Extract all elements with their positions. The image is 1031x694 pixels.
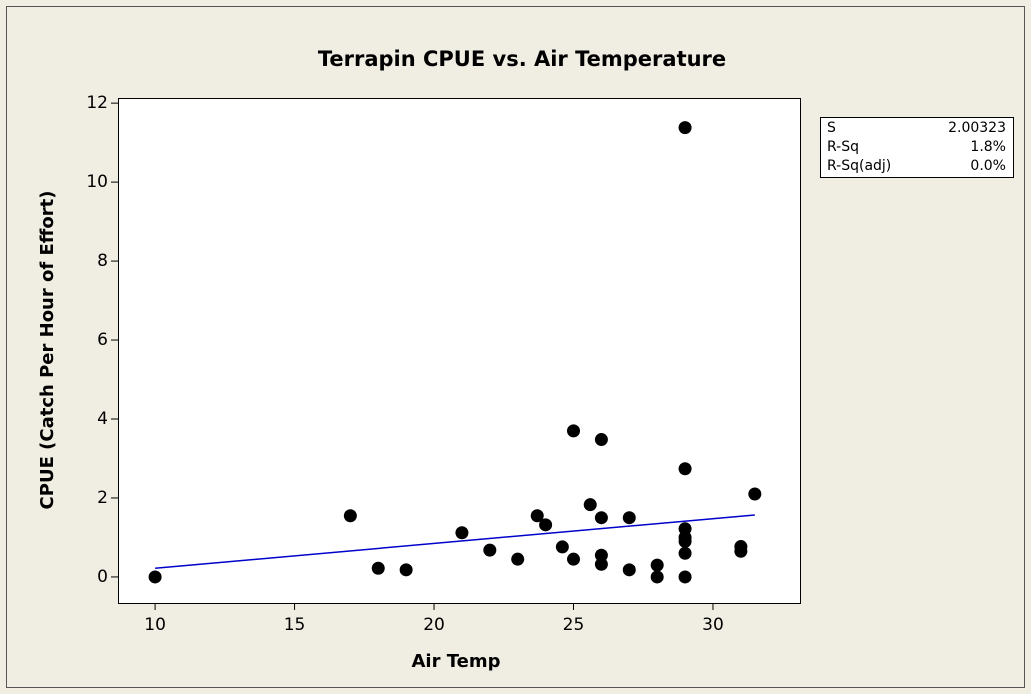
point: [650, 570, 664, 584]
y-tick-label: 12: [86, 93, 108, 113]
x-tick-label: 25: [563, 615, 585, 635]
fit-line: [155, 514, 755, 570]
y-axis-label: CPUE (Catch Per Hour of Effort): [37, 191, 58, 510]
plot-area: [118, 98, 801, 604]
point: [678, 462, 692, 476]
point: [343, 509, 357, 523]
point: [678, 570, 692, 584]
stat-name: S: [827, 120, 836, 136]
y-tick-label: 8: [97, 251, 108, 271]
point: [594, 511, 608, 525]
y-tick-label: 0: [97, 567, 108, 587]
point: [678, 121, 692, 135]
x-tick-label: 20: [423, 615, 445, 635]
point: [622, 511, 636, 525]
point: [455, 526, 469, 540]
point: [371, 561, 385, 575]
point: [567, 552, 581, 566]
y-tick-label: 10: [86, 172, 108, 192]
point: [148, 570, 162, 584]
y-tick-label: 2: [97, 488, 108, 508]
point: [539, 518, 553, 532]
point: [594, 557, 608, 571]
x-tick-label: 10: [144, 615, 166, 635]
stat-value: 1.8%: [970, 139, 1006, 155]
stat-value: 2.00323: [948, 120, 1006, 136]
point: [594, 548, 608, 562]
x-tick-label: 30: [702, 615, 724, 635]
point: [555, 540, 569, 554]
stats-box: [820, 117, 1014, 178]
point: [399, 563, 413, 577]
stat-value: 0.0%: [970, 158, 1006, 174]
point: [734, 544, 748, 558]
y-tick-label: 4: [97, 409, 108, 429]
point: [622, 563, 636, 577]
point: [511, 552, 525, 566]
point: [483, 543, 497, 557]
point: [530, 509, 544, 523]
point: [678, 546, 692, 560]
stat-name: R-Sq(adj): [827, 158, 891, 174]
stat-name: R-Sq: [827, 139, 859, 155]
chart-title: Terrapin CPUE vs. Air Temperature: [318, 47, 726, 71]
y-tick-label: 6: [97, 330, 108, 350]
point: [567, 424, 581, 438]
point: [678, 534, 692, 548]
point: [748, 487, 762, 501]
point: [650, 558, 664, 572]
x-tick-label: 15: [284, 615, 306, 635]
point: [594, 433, 608, 447]
point: [583, 498, 597, 512]
x-axis-label: Air Temp: [412, 651, 501, 672]
